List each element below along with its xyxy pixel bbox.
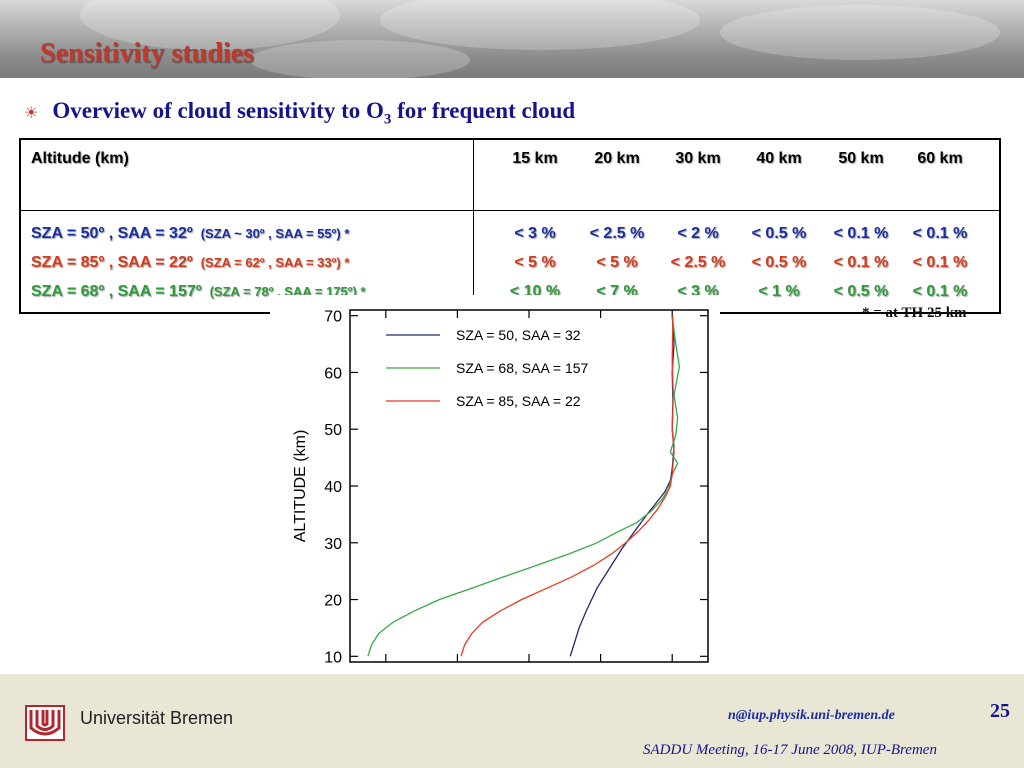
chart-background [270,295,720,745]
condition-main: SZA = 50º , SAA = 32º [31,224,193,242]
bullet-text: Overview of cloud sensitivity to O3 for … [52,98,575,129]
contact-email[interactable]: n@iup.physik.uni-bremen.de [728,708,895,723]
series-line [460,315,675,657]
sensitivity-table: Altitude (km) 15 km 20 km 30 km 40 km 50 km 6… [19,138,1001,314]
value-cell: < 0.1 % [833,253,889,271]
value-cell: < 0.1 % [833,224,889,242]
altitude-columns: 15 km 20 km 30 km 40 km 50 km 60 km [473,138,1001,211]
column-header: 50 km [838,150,884,167]
column-header: 20 km [594,150,640,167]
condition-values-row: < 5 % < 5 % < 2.5 % < 0.5 % < 0.1 % < 0.1 % [494,248,989,277]
legend-label: SZA = 50, SAA = 32 [456,327,581,343]
y-tick-label: 60 [324,365,342,382]
condition-values-row: < 3 % < 2.5 % < 2 % < 0.5 % < 0.1 % < 0.1 % [494,219,989,248]
value-cell: < 0.1 % [912,253,968,271]
condition-label: SZA = 85º , SAA = 22º (SZA = 62º , SAA = … [31,248,463,277]
footnote: * = at TH 25 km [862,305,967,321]
y-tick-label: 70 [324,309,342,326]
bullet-point: ☀ Overview of cloud sensitivity to O3 fo… [24,98,575,129]
value-cell: < 5 % [514,253,556,271]
footer-bar [0,674,1024,768]
y-tick-label: 40 [324,479,342,496]
value-cell: < 0.5 % [751,253,807,271]
bullet-text-rest: for frequent cloud [391,98,576,123]
legend-label: SZA = 68, SAA = 157 [456,360,589,376]
value-cell: < 0.5 % [751,224,807,242]
page-number: 25 [990,700,1010,722]
column-header: 60 km [917,150,963,167]
y-tick-label: 50 [324,422,342,439]
condition-main: SZA = 85º , SAA = 22º [31,253,193,271]
altitude-header: Altitude (km) [19,138,474,211]
university-logo-icon [25,705,65,741]
value-cell: < 2 % [677,224,719,242]
table-data-row: SZA = 50º , SAA = 32º (SZA ~ 30º , SAA = … [19,210,1001,314]
slide-title: Sensitivity studies [40,38,254,69]
bullet-text-main: Overview of cloud sensitivity to O [52,98,384,123]
value-cell: < 2.5 % [589,224,645,242]
condition-values: < 3 % < 2.5 % < 2 % < 0.5 % < 0.1 % < 0.1 % < … [473,210,1001,314]
y-tick-label: 30 [324,536,342,553]
column-header: 30 km [675,150,721,167]
series-line [367,315,681,657]
column-headers: 15 km 20 km 30 km 40 km 50 km 60 km [494,150,989,168]
value-cell: < 3 % [514,224,556,242]
y-tick-label: 20 [324,593,342,610]
value-cell: < 0.1 % [912,282,968,300]
legend-label: SZA = 85, SAA = 22 [456,393,581,409]
column-header: 15 km [512,150,558,167]
value-cell: < 1 % [758,282,800,300]
column-header: 40 km [756,150,802,167]
value-cell: < 5 % [596,253,638,271]
y-axis-label: ALTITUDE (km) [292,430,309,543]
meeting-info: SADDU Meeting, 16-17 June 2008, IUP-Brem… [643,742,937,758]
condition-sub: (SZA ~ 30º , SAA = 55º) * [200,226,350,241]
university-name: Universität Bremen [80,708,234,728]
condition-sub: (SZA = 62º , SAA = 33º) * [200,255,350,270]
retrieval-error-chart: -8-6-4-2010203040506070RETRIEVAL ERROR (… [270,295,720,745]
bullet-subscript: 3 [383,111,392,128]
sun-bullet-icon: ☀ [24,105,39,122]
table-header-row: Altitude (km) 15 km 20 km 30 km 40 km 50 km 6… [19,138,1001,211]
value-cell: < 2.5 % [670,253,726,271]
condition-main: SZA = 68º , SAA = 157º [31,282,202,300]
header-banner [0,0,1024,80]
y-tick-label: 10 [324,649,342,666]
value-cell: < 0.1 % [912,224,968,242]
value-cell: < 0.5 % [833,282,889,300]
condition-label: SZA = 50º , SAA = 32º (SZA ~ 30º , SAA = … [31,219,463,248]
